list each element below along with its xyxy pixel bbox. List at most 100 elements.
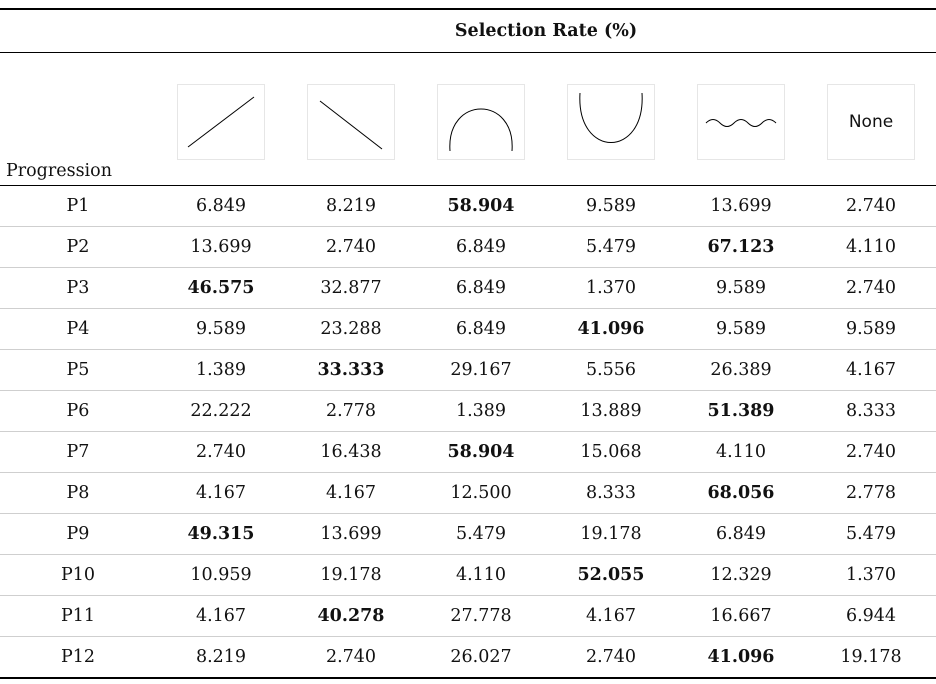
table-cell: 1.370: [806, 554, 936, 596]
col-header-inverted-u: [416, 52, 546, 186]
table-cell: 22.222: [156, 390, 286, 432]
table-cell: 41.096: [546, 308, 676, 350]
table-cell: 5.479: [546, 226, 676, 268]
table-cell: 26.027: [416, 636, 546, 679]
table-cell: 26.389: [676, 349, 806, 391]
table-row: P5 1.389 33.333 29.167 5.556 26.389 4.167: [0, 349, 936, 391]
table-row: P7 2.740 16.438 58.904 15.068 4.110 2.740: [0, 431, 936, 473]
group-header-row: Selection Rate (%): [0, 8, 936, 53]
row-label: P7: [0, 431, 156, 473]
table-cell: 2.778: [286, 390, 416, 432]
table-row: P2 13.699 2.740 6.849 5.479 67.123 4.110: [0, 226, 936, 268]
table-row: P12 8.219 2.740 26.027 2.740 41.096 19.178: [0, 636, 936, 679]
row-label: P4: [0, 308, 156, 350]
table-row: P3 46.575 32.877 6.849 1.370 9.589 2.740: [0, 267, 936, 309]
table-cell: 2.740: [156, 431, 286, 473]
table-cell: 6.849: [676, 513, 806, 555]
table-cell: 4.167: [156, 595, 286, 637]
table-row: P11 4.167 40.278 27.778 4.167 16.667 6.944: [0, 595, 936, 637]
table-cell: 4.167: [156, 472, 286, 514]
table-cell: 8.333: [806, 390, 936, 432]
table-cell: 10.959: [156, 554, 286, 596]
table-cell: 27.778: [416, 595, 546, 637]
u-curve-icon: [567, 84, 655, 160]
group-header: Selection Rate (%): [156, 8, 936, 53]
table-cell: 9.589: [676, 267, 806, 309]
table-cell: 41.096: [676, 636, 806, 679]
table-cell: 2.740: [546, 636, 676, 679]
row-label: P10: [0, 554, 156, 596]
table-cell: 46.575: [156, 267, 286, 309]
table-cell: 6.849: [416, 308, 546, 350]
table-body: P1 6.849 8.219 58.904 9.589 13.699 2.740 P2 13.6…: [0, 185, 936, 679]
table-cell: 67.123: [676, 226, 806, 268]
table-cell: 2.740: [286, 636, 416, 679]
table-cell: 9.589: [546, 185, 676, 227]
table-cell: 5.556: [546, 349, 676, 391]
col-header-none: None: [806, 52, 936, 186]
row-label: P3: [0, 267, 156, 309]
col-header-wave: [676, 52, 806, 186]
table-cell: 33.333: [286, 349, 416, 391]
table-cell: 49.315: [156, 513, 286, 555]
row-label: P8: [0, 472, 156, 514]
table-cell: 9.589: [676, 308, 806, 350]
table-cell: 16.438: [286, 431, 416, 473]
table-cell: 1.389: [416, 390, 546, 432]
table-cell: 4.167: [546, 595, 676, 637]
table-cell: 23.288: [286, 308, 416, 350]
table-cell: 12.500: [416, 472, 546, 514]
col-header-decreasing: [286, 52, 416, 186]
table-cell: 29.167: [416, 349, 546, 391]
header-spacer: [0, 8, 156, 53]
table-cell: 19.178: [286, 554, 416, 596]
table-cell: 68.056: [676, 472, 806, 514]
table-cell: 4.167: [286, 472, 416, 514]
table-cell: 19.178: [806, 636, 936, 679]
table-cell: 13.699: [156, 226, 286, 268]
table-cell: 4.110: [416, 554, 546, 596]
table-cell: 4.110: [676, 431, 806, 473]
none-label: None: [827, 84, 916, 160]
row-label: P6: [0, 390, 156, 432]
col-header-increasing: [156, 52, 286, 186]
table-cell: 58.904: [416, 431, 546, 473]
table-cell: 5.479: [806, 513, 936, 555]
table-cell: 1.370: [546, 267, 676, 309]
table-cell: 15.068: [546, 431, 676, 473]
selection-rate-table: Selection Rate (%) Progression: [0, 8, 936, 679]
table-cell: 19.178: [546, 513, 676, 555]
table-cell: 9.589: [806, 308, 936, 350]
table-cell: 13.889: [546, 390, 676, 432]
row-label: P12: [0, 636, 156, 679]
table-cell: 6.849: [156, 185, 286, 227]
table-cell: 32.877: [286, 267, 416, 309]
row-label: P2: [0, 226, 156, 268]
table-cell: 6.849: [416, 226, 546, 268]
table-cell: 8.219: [286, 185, 416, 227]
table-cell: 51.389: [676, 390, 806, 432]
table-cell: 2.778: [806, 472, 936, 514]
inverted-u-curve-icon: [437, 84, 525, 160]
table-cell: 6.944: [806, 595, 936, 637]
table-cell: 6.849: [416, 267, 546, 309]
row-label: P9: [0, 513, 156, 555]
table-row: P4 9.589 23.288 6.849 41.096 9.589 9.589: [0, 308, 936, 350]
increasing-line-icon: [177, 84, 265, 160]
row-header: Progression: [0, 52, 156, 186]
row-label: P11: [0, 595, 156, 637]
table-cell: 8.333: [546, 472, 676, 514]
table-row: P6 22.222 2.778 1.389 13.889 51.389 8.333: [0, 390, 936, 432]
table-cell: 16.667: [676, 595, 806, 637]
table-cell: 4.167: [806, 349, 936, 391]
table-cell: 5.479: [416, 513, 546, 555]
table-cell: 12.329: [676, 554, 806, 596]
decreasing-line-icon: [307, 84, 395, 160]
table-cell: 2.740: [286, 226, 416, 268]
table-row: P9 49.315 13.699 5.479 19.178 6.849 5.479: [0, 513, 936, 555]
table-cell: 9.589: [156, 308, 286, 350]
table-cell: 2.740: [806, 267, 936, 309]
row-label: P1: [0, 185, 156, 227]
table-cell: 58.904: [416, 185, 546, 227]
